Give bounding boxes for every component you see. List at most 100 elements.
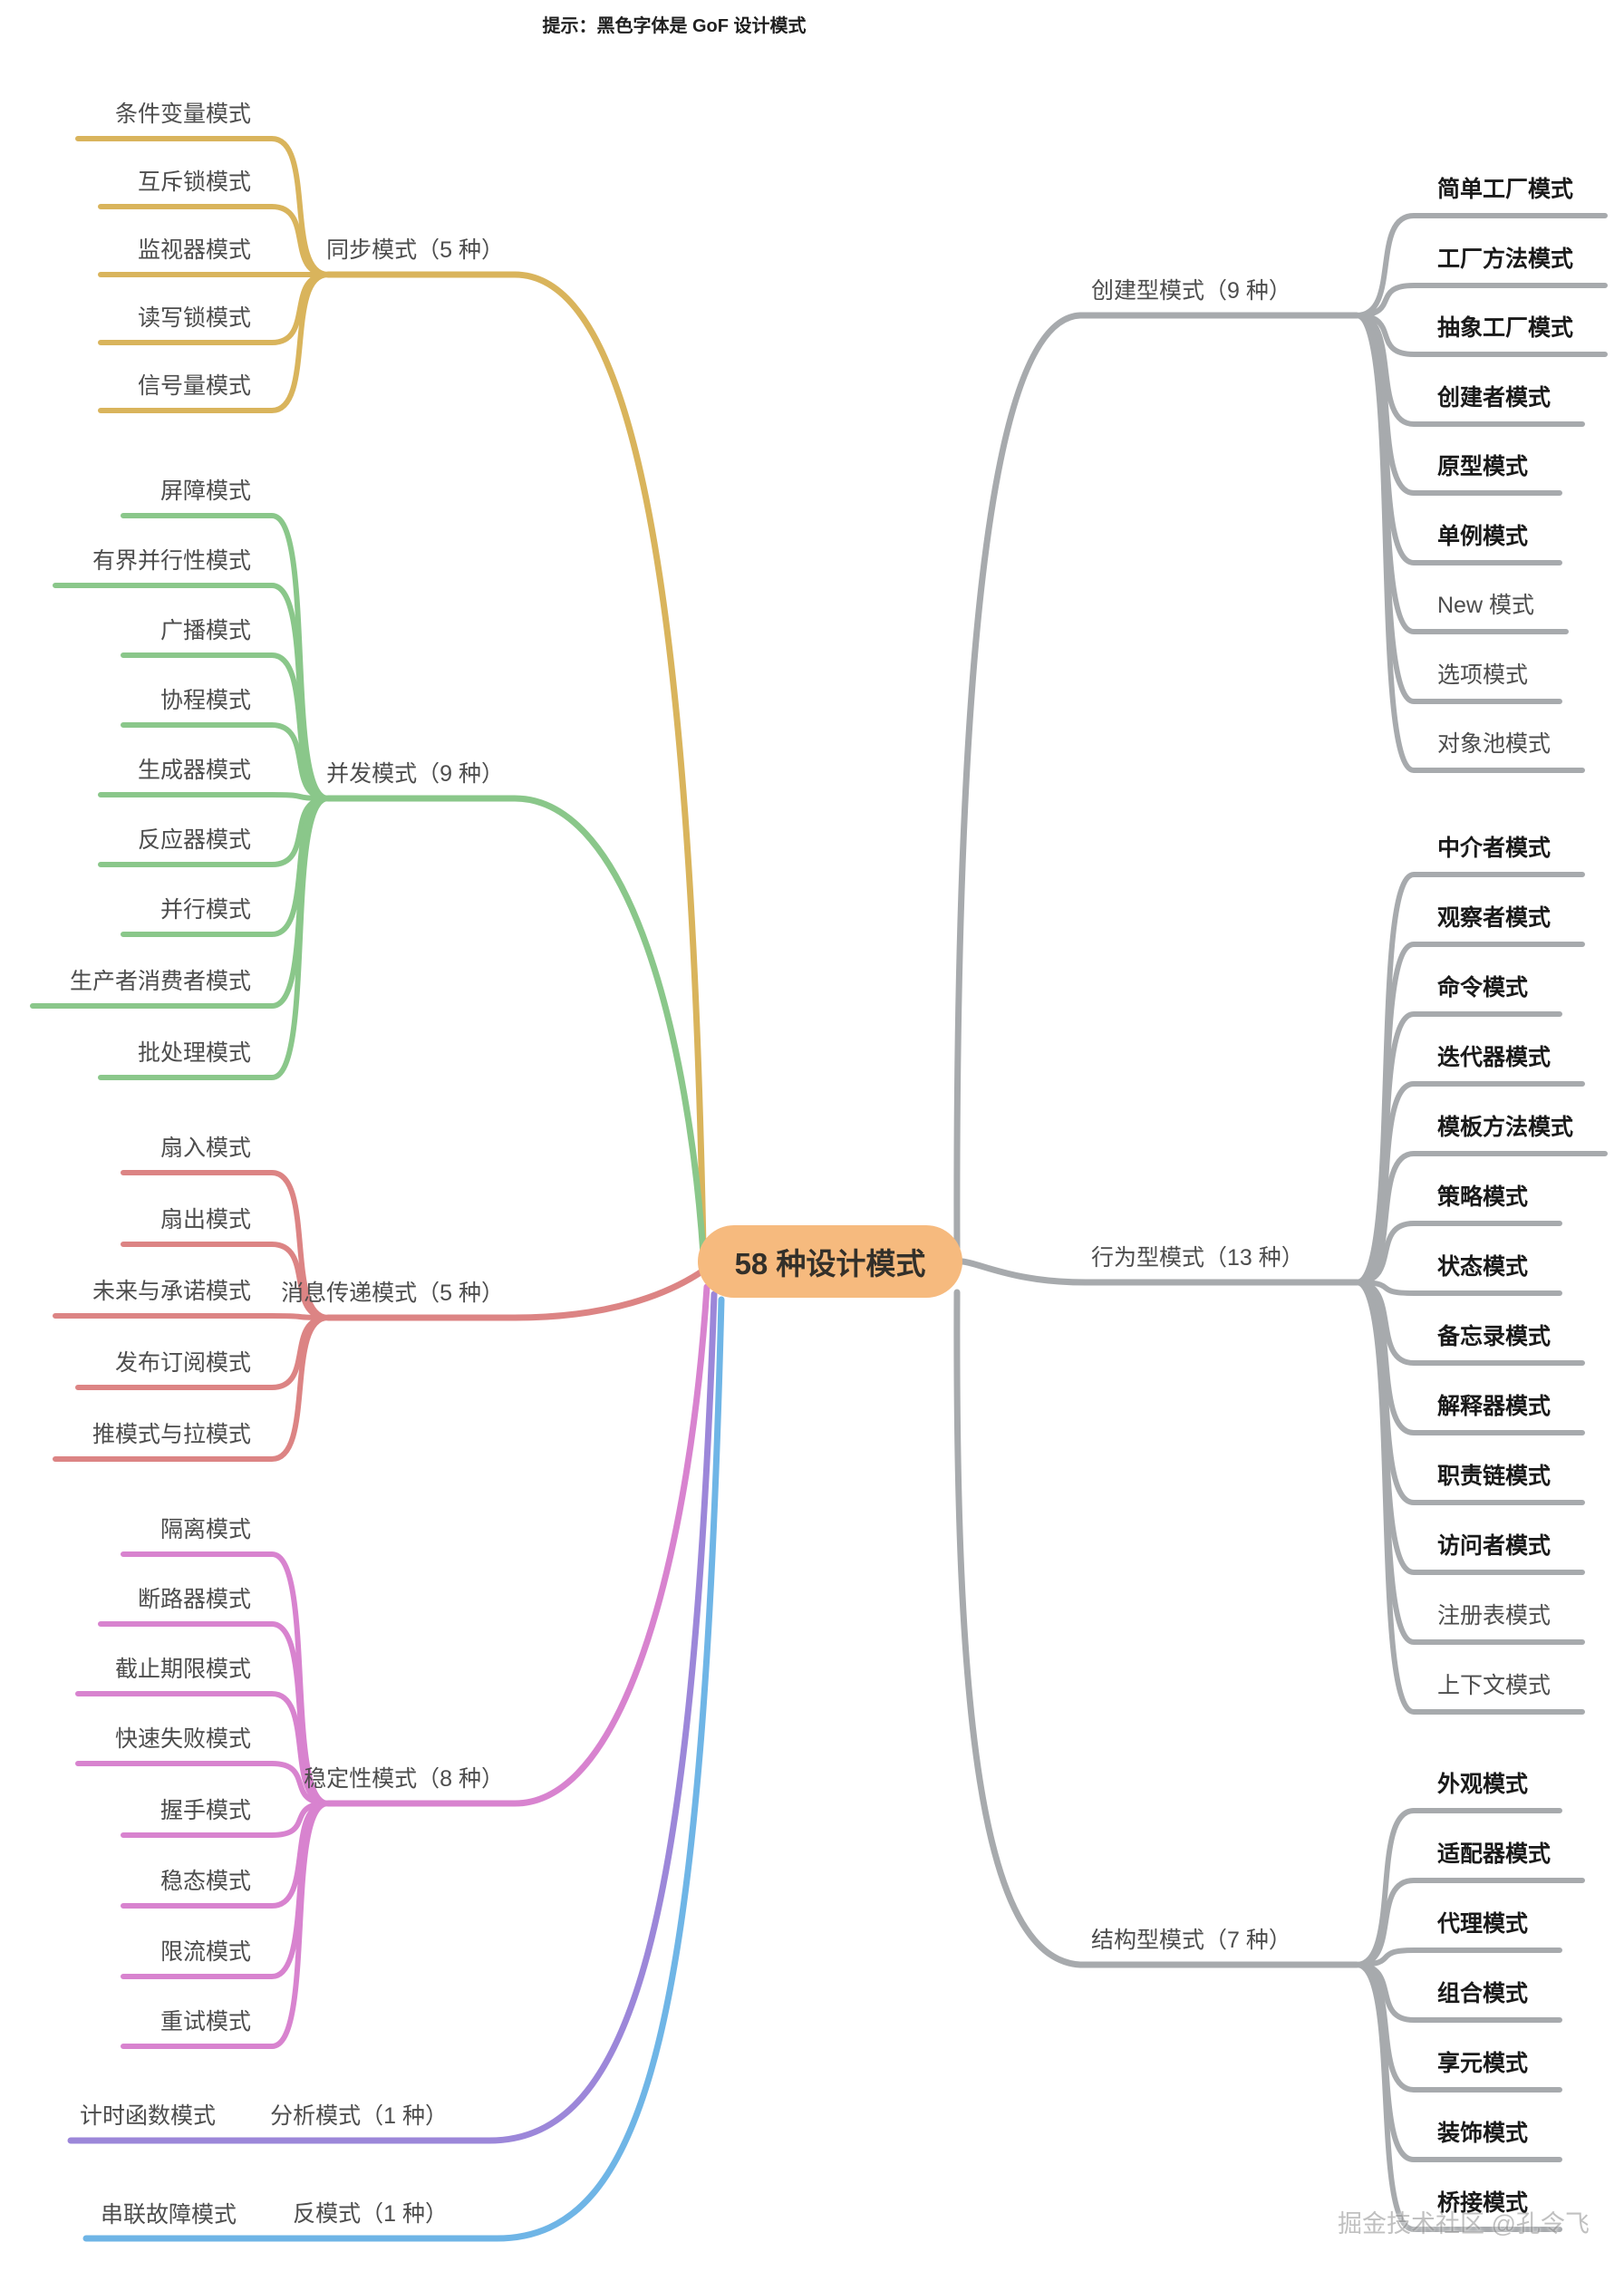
connector — [1354, 283, 1608, 318]
connector — [98, 272, 331, 413]
connector — [67, 1290, 718, 2144]
leaf-node[interactable]: 策略模式 — [1437, 1184, 1529, 1210]
branch-node[interactable]: 分析模式（1 种） — [270, 2103, 448, 2129]
connector — [121, 722, 331, 801]
leaf-node[interactable]: 重试模式 — [160, 2009, 251, 2035]
leaf-node[interactable]: 注册表模式 — [1437, 1603, 1552, 1629]
leaf-node[interactable]: 读写锁模式 — [137, 305, 251, 331]
leaf-node[interactable]: 扇出模式 — [160, 1207, 251, 1232]
leaf-node[interactable]: 计时函数模式 — [80, 2103, 217, 2129]
branch-node[interactable]: 行为型模式（13 种） — [1091, 1245, 1304, 1271]
branch-node[interactable]: 反模式（1 种） — [293, 2201, 448, 2227]
leaf-node[interactable]: 并行模式 — [160, 897, 251, 923]
branch-node[interactable]: 创建型模式（9 种） — [1091, 278, 1291, 304]
leaf-node[interactable]: 握手模式 — [160, 1798, 251, 1823]
connector — [1354, 1878, 1585, 1967]
leaf-node[interactable]: 条件变量模式 — [114, 101, 251, 127]
connector — [1354, 213, 1608, 318]
connector — [953, 312, 1360, 1254]
connector — [1354, 313, 1585, 773]
branch-node[interactable]: 结构型模式（7 种） — [1091, 1928, 1291, 1953]
leaf-node[interactable]: 迭代器模式 — [1437, 1045, 1552, 1070]
leaf-node[interactable]: 单例模式 — [1437, 524, 1529, 549]
leaf-node[interactable]: 职责链模式 — [1437, 1464, 1552, 1489]
connector — [1354, 1808, 1562, 1967]
leaf-node[interactable]: 扇入模式 — [160, 1136, 251, 1161]
leaf-node[interactable]: 装饰模式 — [1437, 2121, 1529, 2146]
leaf-node[interactable]: 桥接模式 — [1437, 2190, 1529, 2216]
leaf-node[interactable]: 互斥锁模式 — [137, 169, 251, 195]
leaf-node[interactable]: 命令模式 — [1437, 975, 1529, 1000]
leaf-node[interactable]: 断路器模式 — [137, 1587, 251, 1612]
connector — [1354, 1151, 1608, 1285]
leaf-node[interactable]: 工厂方法模式 — [1437, 246, 1574, 272]
leaf-node[interactable]: 备忘录模式 — [1437, 1324, 1552, 1349]
leaf-node[interactable]: 组合模式 — [1437, 1981, 1529, 2006]
leaf-node[interactable]: 模板方法模式 — [1437, 1115, 1574, 1140]
leaf-node[interactable]: 简单工厂模式 — [1437, 177, 1574, 202]
leaf-node[interactable]: 未来与承诺模式 — [92, 1279, 251, 1304]
connector — [75, 1691, 331, 1806]
leaf-node[interactable]: 访问者模式 — [1437, 1533, 1552, 1559]
watermark: 掘金技术社区 @孔令飞 — [1338, 2210, 1590, 2238]
connector — [324, 271, 707, 1251]
branch-node[interactable]: 并发模式（9 种） — [326, 761, 504, 787]
leaf-node[interactable]: 享元模式 — [1437, 2051, 1529, 2076]
connector — [75, 1761, 331, 1806]
connector — [953, 1289, 1360, 1968]
connector — [1354, 1221, 1562, 1285]
leaf-node[interactable]: 监视器模式 — [137, 237, 251, 263]
leaf-node[interactable]: 快速失败模式 — [114, 1726, 251, 1752]
connector — [75, 136, 331, 277]
leaf-node[interactable]: 隔离模式 — [160, 1517, 251, 1542]
leaf-node[interactable]: 抽象工厂模式 — [1437, 315, 1574, 341]
leaf-node[interactable]: 发布订阅模式 — [114, 1350, 251, 1376]
leaf-node[interactable]: 限流模式 — [160, 1939, 251, 1965]
branch-node[interactable]: 消息传递模式（5 种） — [281, 1281, 504, 1306]
connector — [324, 1283, 710, 1807]
leaf-node[interactable]: New 模式 — [1437, 593, 1534, 618]
connector — [53, 1315, 331, 1462]
leaf-node[interactable]: 选项模式 — [1437, 662, 1529, 688]
connector — [121, 652, 331, 801]
center-node[interactable]: 58 种设计模式 — [698, 1225, 962, 1298]
connector — [324, 1267, 707, 1321]
leaf-node[interactable]: 屏障模式 — [160, 478, 251, 504]
leaf-node[interactable]: 信号量模式 — [137, 373, 251, 399]
connector — [1354, 1948, 1562, 1967]
leaf-node[interactable]: 上下文模式 — [1437, 1673, 1552, 1698]
leaf-node[interactable]: 外观模式 — [1437, 1772, 1529, 1797]
connector — [121, 1242, 331, 1320]
connector — [121, 1801, 331, 2049]
connector — [1354, 1962, 1562, 2232]
leaf-node[interactable]: 解释器模式 — [1437, 1394, 1552, 1419]
leaf-node[interactable]: 生成器模式 — [137, 758, 251, 783]
leaf-node[interactable]: 串联故障模式 — [101, 2202, 237, 2228]
connector — [98, 204, 331, 277]
connector — [98, 792, 331, 801]
leaf-node[interactable]: 生产者消费者模式 — [69, 969, 251, 994]
connector — [324, 795, 707, 1258]
leaf-node[interactable]: 创建者模式 — [1437, 385, 1552, 411]
leaf-node[interactable]: 推模式与拉模式 — [92, 1422, 251, 1447]
branch-node[interactable]: 同步模式（5 种） — [326, 237, 504, 263]
leaf-node[interactable]: 协程模式 — [160, 688, 251, 713]
leaf-node[interactable]: 对象池模式 — [1437, 731, 1552, 757]
leaf-node[interactable]: 状态模式 — [1437, 1254, 1529, 1280]
connector — [121, 1170, 331, 1320]
leaf-node[interactable]: 有界并行性模式 — [92, 548, 251, 574]
leaf-node[interactable]: 中介者模式 — [1437, 836, 1552, 861]
leaf-node[interactable]: 截止期限模式 — [114, 1657, 251, 1682]
leaf-node[interactable]: 原型模式 — [1437, 454, 1529, 479]
connector — [98, 796, 331, 1080]
leaf-node[interactable]: 代理模式 — [1437, 1911, 1529, 1937]
leaf-node[interactable]: 适配器模式 — [1437, 1841, 1552, 1867]
leaf-node[interactable]: 批处理模式 — [137, 1040, 251, 1066]
leaf-node[interactable]: 稳态模式 — [160, 1869, 251, 1894]
leaf-node[interactable]: 反应器模式 — [137, 827, 251, 853]
leaf-node[interactable]: 广播模式 — [160, 618, 251, 643]
branch-node[interactable]: 稳定性模式（8 种） — [304, 1766, 504, 1792]
leaf-node[interactable]: 观察者模式 — [1437, 905, 1552, 931]
